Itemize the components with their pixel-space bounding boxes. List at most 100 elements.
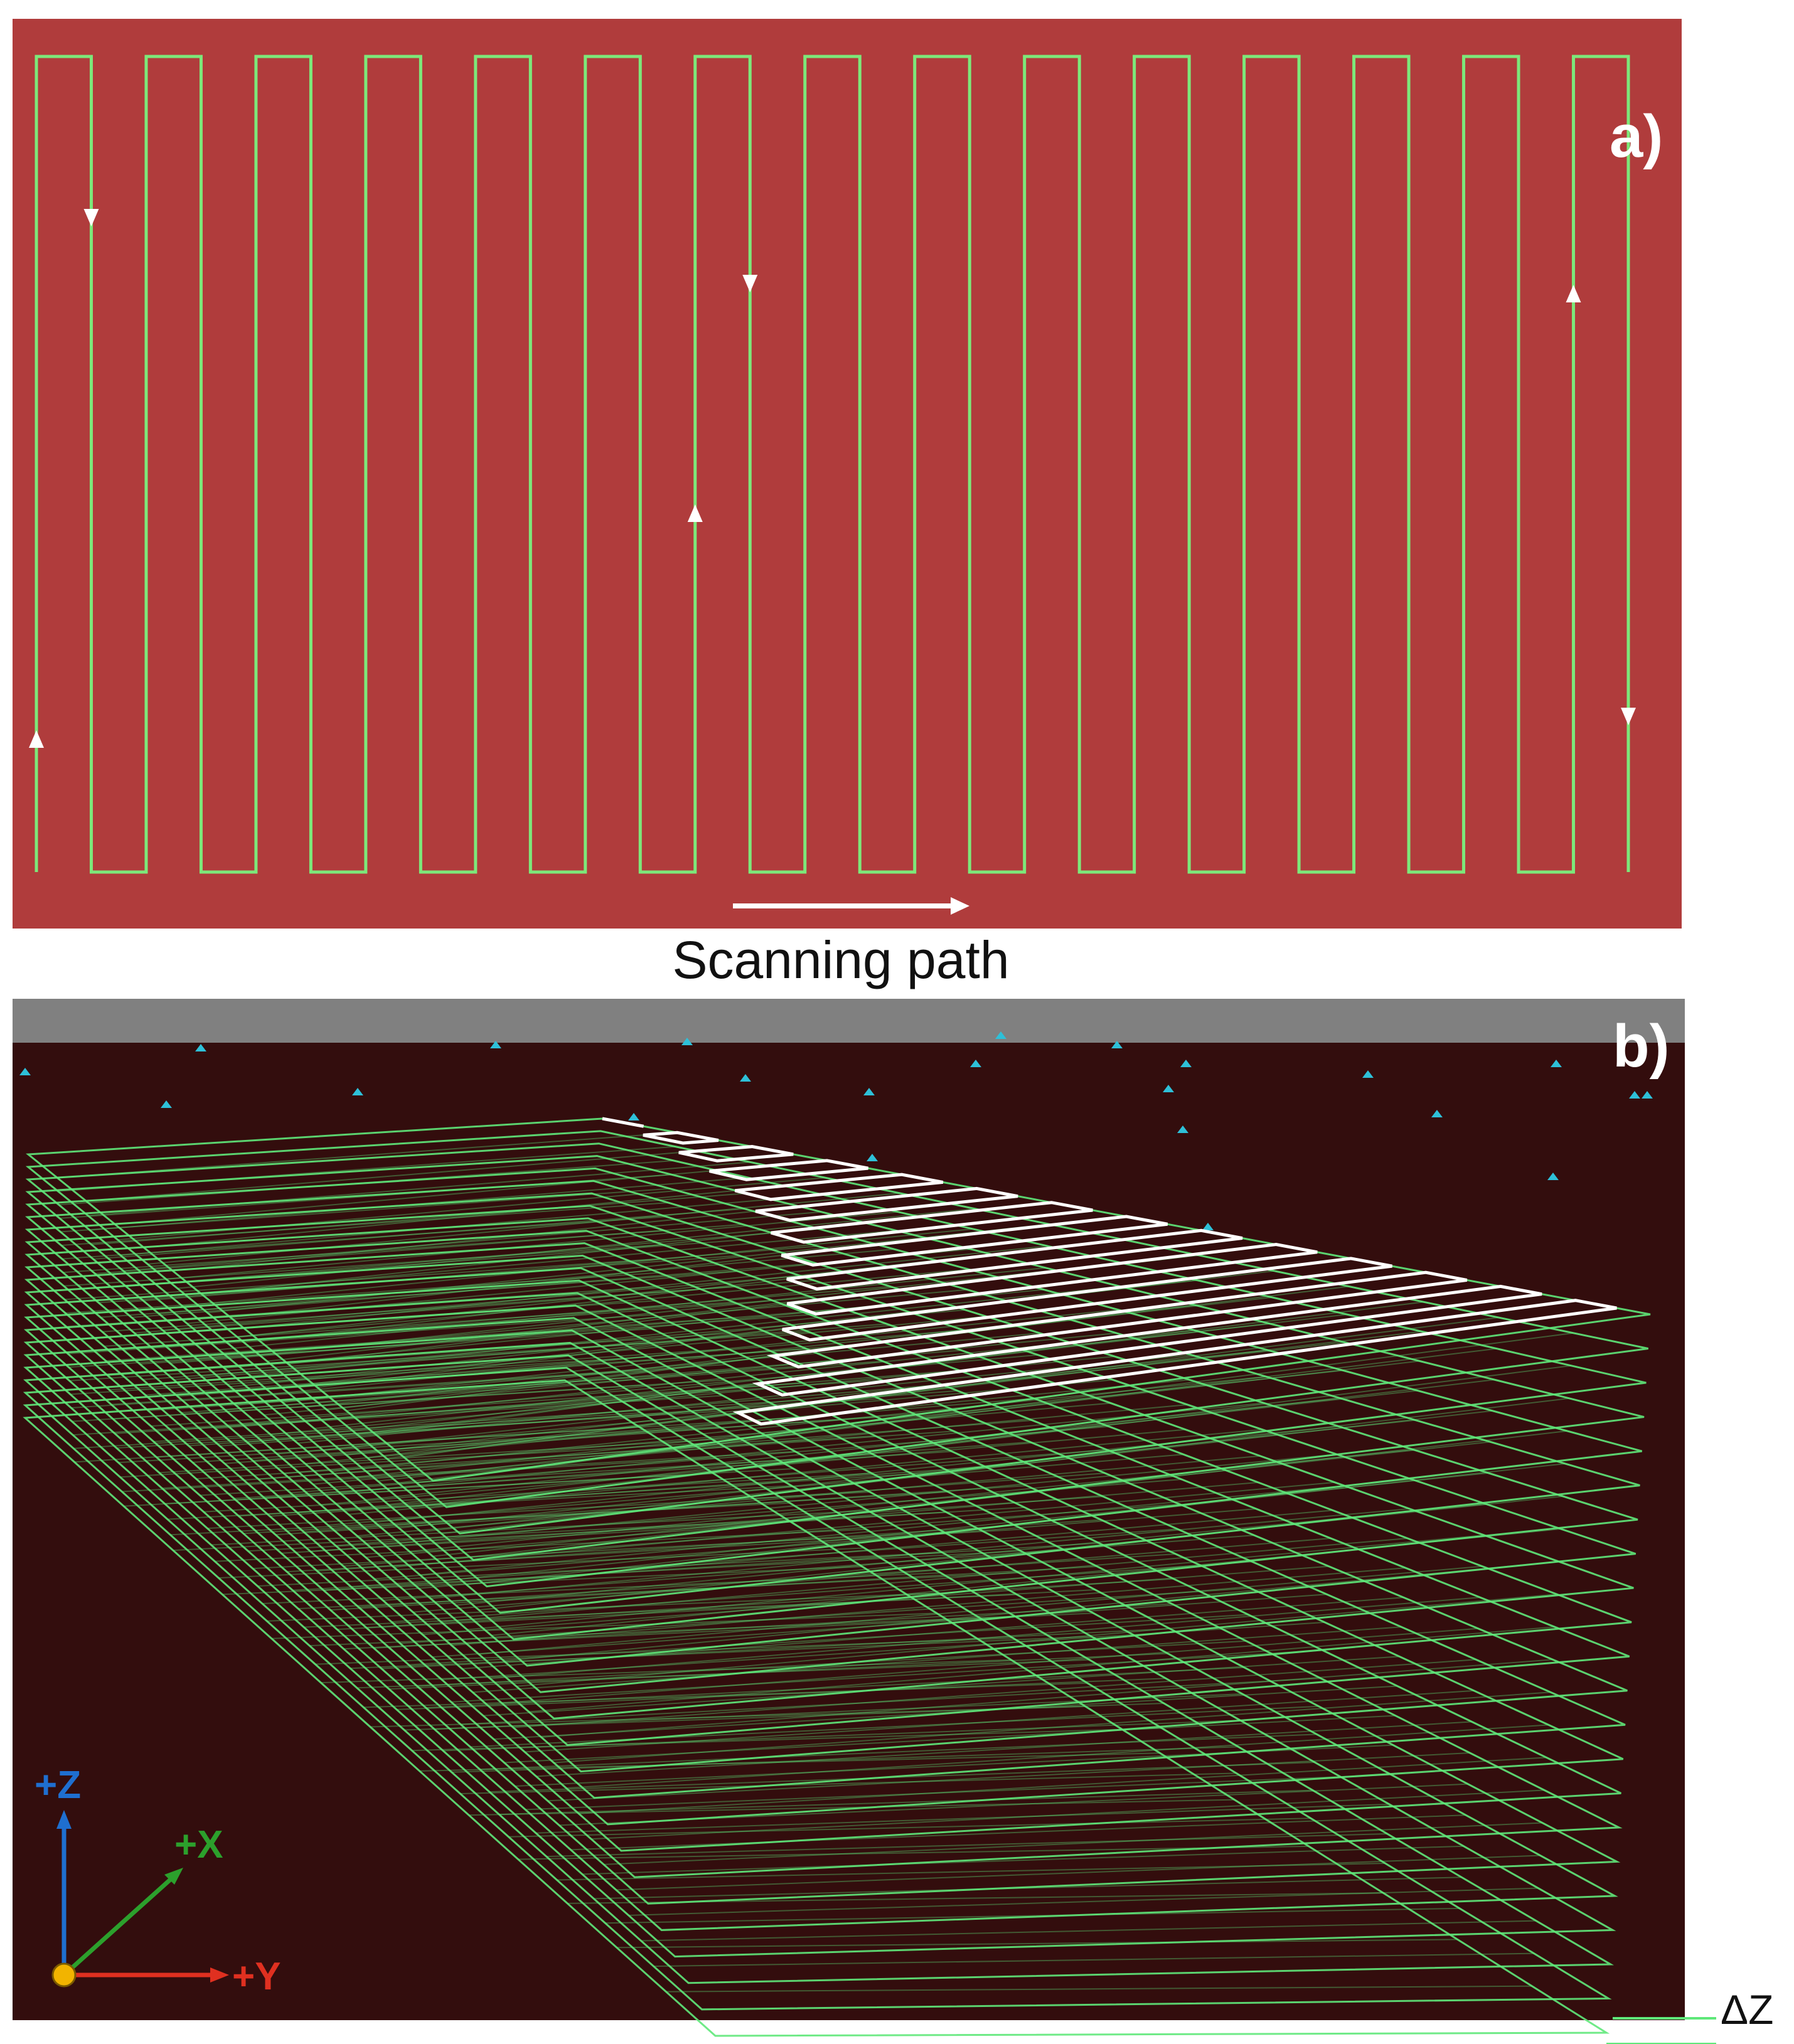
layer-scan-line	[388, 1390, 1418, 1506]
layer-scan-line	[91, 1193, 747, 1245]
layer-scan-line	[566, 1724, 1549, 1789]
layer-scan-line	[65, 1272, 659, 1314]
layer-scan-line	[443, 1720, 1241, 1752]
layer-scan-line	[207, 1491, 870, 1530]
layer-scan-line	[456, 1503, 1487, 1606]
layer-outline	[24, 1279, 1624, 1826]
layer-scan-line	[478, 1565, 1483, 1655]
layer-scan-line	[218, 1547, 865, 1579]
direction-arrow	[29, 730, 44, 748]
layer-scan-line	[125, 1228, 820, 1287]
layer-scan-line	[118, 1426, 719, 1464]
layer-scan-line	[466, 1462, 1566, 1585]
scene-marker	[1547, 1173, 1559, 1180]
layer-scan-line	[653, 1952, 1534, 1967]
top-layer-strip	[766, 1270, 1468, 1369]
layer-scan-line	[603, 1822, 1542, 1865]
layer-scan-line	[501, 1627, 1478, 1704]
layer-scan-line	[181, 1360, 884, 1413]
layer-scan-line	[70, 1356, 649, 1395]
layer-scan-line	[262, 1572, 941, 1604]
layer-scan-line	[74, 1426, 639, 1463]
layer-scan-line	[421, 1410, 1493, 1533]
layer-scan-line	[420, 1478, 1412, 1576]
layer-scan-line	[142, 1331, 809, 1380]
layer-scan-line	[317, 1519, 1101, 1572]
layer-outline	[25, 1130, 1648, 1508]
panel-b-label: b)	[1613, 1013, 1670, 1080]
layer-scan-line	[224, 1410, 956, 1464]
layer-scan-line	[547, 1752, 1470, 1802]
layer-scan-line	[196, 1435, 876, 1480]
layer-scan-line	[503, 1561, 1559, 1662]
layer-scan-line	[336, 1589, 1096, 1631]
scene-marker	[1642, 1091, 1653, 1099]
layer-scan-line	[419, 1752, 1160, 1772]
scene-marker	[490, 1041, 501, 1048]
top-layer-strip	[771, 1201, 1093, 1244]
layer-scan-line	[363, 1682, 1088, 1708]
layer-scan-line	[257, 1552, 942, 1587]
layer-scan-line	[451, 1567, 1406, 1646]
layer-scan-line	[546, 1833, 1387, 1858]
layer-scan-line	[205, 1329, 964, 1395]
layer-scan-line	[384, 1454, 1337, 1546]
layer-scan-line	[264, 1332, 1117, 1416]
layer-scan-line	[409, 1379, 1495, 1508]
layer-scan-line	[310, 1496, 1103, 1552]
layer-scan-line	[123, 1211, 822, 1272]
layer-scan-line	[365, 1481, 1259, 1558]
y-axis-label: +Y	[232, 1955, 281, 1998]
layer-scan-line	[271, 1612, 937, 1639]
layer-outline	[23, 1304, 1623, 1878]
layer-scan-line	[238, 1471, 951, 1517]
layer-scan-line	[370, 1706, 1086, 1728]
layer-scan-line	[397, 1678, 1166, 1710]
layer-scan-line	[315, 1637, 1013, 1665]
layer-scan-line	[462, 1597, 1404, 1669]
layer-scan-line	[444, 1472, 1488, 1582]
layer-scan-line	[104, 1301, 734, 1347]
layer-scan-line	[535, 1803, 1390, 1834]
layer-scan-line	[68, 1328, 652, 1368]
layer-scan-line	[605, 1907, 1460, 1924]
layer-outline	[26, 1117, 1651, 1482]
layer-scan-line	[177, 1208, 975, 1289]
x-axis-arrow	[62, 1874, 176, 1977]
layer-scan-line	[211, 1509, 868, 1546]
scene-marker	[352, 1088, 363, 1095]
scene-markers	[19, 1031, 1653, 1230]
layer-scan-line	[553, 1691, 1551, 1764]
panel-b-top-band	[13, 999, 1685, 1043]
layer-scan-line	[93, 1208, 745, 1260]
axis-triad	[51, 1810, 229, 1988]
scene-marker	[1111, 1041, 1123, 1048]
layer-scan-line	[469, 1799, 1235, 1816]
layer-scan-line	[434, 1693, 1242, 1730]
z-axis-arrowhead	[56, 1810, 72, 1829]
scene-marker	[1629, 1091, 1640, 1099]
scene-marker	[1163, 1085, 1174, 1092]
layer-scan-line	[408, 1614, 1249, 1666]
layer-scan-line	[215, 1528, 867, 1562]
layer-scan-line	[61, 1216, 667, 1260]
layer-scan-line	[173, 1519, 788, 1552]
top-layer-strip	[782, 1257, 1392, 1342]
layer-scan-line	[69, 1342, 650, 1381]
layer-scan-line	[159, 1248, 895, 1314]
layer-scan-line	[513, 1659, 1476, 1728]
layer-scan-line	[440, 1538, 1408, 1623]
layer-scan-line	[356, 1659, 1090, 1689]
layer-outline	[24, 1254, 1628, 1773]
layer-scan-line	[167, 1485, 792, 1520]
layer-scan-line	[528, 1626, 1555, 1713]
layer-scan-line	[60, 1188, 670, 1233]
top-layer-strip	[781, 1215, 1168, 1267]
layer-scan-line	[61, 1201, 668, 1247]
layer-scan-line	[489, 1762, 1315, 1793]
scene-marker	[1431, 1110, 1443, 1117]
scene-marker	[19, 1068, 31, 1075]
layer-scan-line	[331, 1376, 1266, 1472]
layer-scan-line	[479, 1496, 1564, 1611]
layer-scan-line	[365, 1397, 1341, 1501]
